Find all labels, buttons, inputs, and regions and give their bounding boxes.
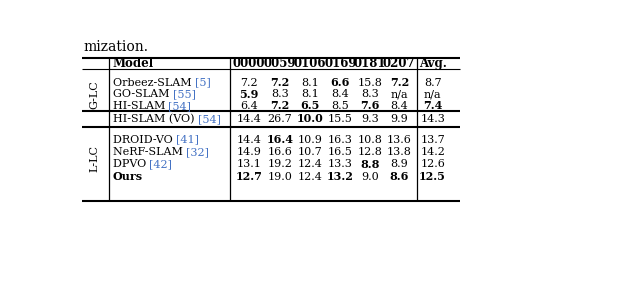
Text: GO-SLAM: GO-SLAM: [113, 89, 173, 99]
Text: 16.4: 16.4: [266, 134, 294, 145]
Text: 13.8: 13.8: [387, 147, 412, 157]
Text: 0106: 0106: [294, 57, 326, 70]
Text: 10.0: 10.0: [297, 113, 324, 124]
Text: 0059: 0059: [264, 57, 296, 70]
Text: 12.8: 12.8: [357, 147, 382, 157]
Text: 8.4: 8.4: [390, 101, 408, 111]
Text: 12.6: 12.6: [420, 159, 445, 169]
Text: 15.5: 15.5: [328, 114, 353, 124]
Text: 14.4: 14.4: [237, 135, 261, 145]
Text: 8.3: 8.3: [271, 89, 289, 99]
Text: 6.6: 6.6: [331, 77, 350, 88]
Text: 26.7: 26.7: [268, 114, 292, 124]
Text: 14.9: 14.9: [237, 147, 261, 157]
Text: Avg.: Avg.: [419, 57, 447, 70]
Text: 13.6: 13.6: [387, 135, 412, 145]
Text: Orbeez-SLAM: Orbeez-SLAM: [113, 78, 195, 88]
Text: [55]: [55]: [173, 89, 196, 99]
Text: 9.0: 9.0: [361, 172, 379, 182]
Text: 8.9: 8.9: [390, 159, 408, 169]
Text: 7.2: 7.2: [270, 100, 289, 111]
Text: HI-SLAM (VO): HI-SLAM (VO): [113, 114, 198, 124]
Text: 12.4: 12.4: [298, 172, 323, 182]
Text: 6.5: 6.5: [301, 100, 320, 111]
Text: NeRF-SLAM: NeRF-SLAM: [113, 147, 186, 157]
Text: 16.3: 16.3: [328, 135, 353, 145]
Text: [5]: [5]: [195, 78, 211, 88]
Text: [54]: [54]: [168, 101, 191, 111]
Text: 12.4: 12.4: [298, 159, 323, 169]
Text: [42]: [42]: [149, 159, 172, 169]
Text: 8.7: 8.7: [424, 78, 442, 88]
Text: [41]: [41]: [176, 135, 199, 145]
Text: 14.3: 14.3: [420, 114, 445, 124]
Text: 9.3: 9.3: [361, 114, 379, 124]
Text: 13.1: 13.1: [237, 159, 261, 169]
Text: DROID-VO: DROID-VO: [113, 135, 176, 145]
Text: n/a: n/a: [390, 89, 408, 99]
Text: 7.2: 7.2: [270, 77, 289, 88]
Text: 8.4: 8.4: [332, 89, 349, 99]
Text: 8.1: 8.1: [301, 78, 319, 88]
Text: 8.3: 8.3: [361, 89, 379, 99]
Text: 8.6: 8.6: [390, 171, 409, 182]
Text: 10.9: 10.9: [298, 135, 323, 145]
Text: DPVO: DPVO: [113, 159, 149, 169]
Text: G-LC: G-LC: [89, 80, 99, 109]
Text: HI-SLAM: HI-SLAM: [113, 101, 168, 111]
Text: 12.5: 12.5: [419, 171, 446, 182]
Text: 7.2: 7.2: [240, 78, 258, 88]
Text: 19.0: 19.0: [268, 172, 292, 182]
Text: 16.6: 16.6: [268, 147, 292, 157]
Text: 9.9: 9.9: [390, 114, 408, 124]
Text: 14.2: 14.2: [420, 147, 445, 157]
Text: mization.: mization.: [83, 40, 148, 54]
Text: 0000: 0000: [233, 57, 265, 70]
Text: L-LC: L-LC: [89, 145, 99, 172]
Text: 14.4: 14.4: [237, 114, 261, 124]
Text: 7.2: 7.2: [390, 77, 409, 88]
Text: Ours: Ours: [113, 171, 143, 182]
Text: 15.8: 15.8: [357, 78, 382, 88]
Text: 8.8: 8.8: [360, 159, 380, 170]
Text: 7.6: 7.6: [360, 100, 380, 111]
Text: Model: Model: [113, 57, 154, 70]
Text: 7.4: 7.4: [423, 100, 442, 111]
Text: [54]: [54]: [198, 114, 221, 124]
Text: 13.2: 13.2: [327, 171, 354, 182]
Text: 8.1: 8.1: [301, 89, 319, 99]
Text: 16.5: 16.5: [328, 147, 353, 157]
Text: 13.3: 13.3: [328, 159, 353, 169]
Text: n/a: n/a: [424, 89, 442, 99]
Text: 5.9: 5.9: [239, 89, 259, 100]
Text: 19.2: 19.2: [268, 159, 292, 169]
Text: 12.7: 12.7: [236, 171, 262, 182]
Text: 6.4: 6.4: [240, 101, 258, 111]
Text: 13.7: 13.7: [420, 135, 445, 145]
Text: 0181: 0181: [354, 57, 386, 70]
Text: 8.5: 8.5: [332, 101, 349, 111]
Text: 0169: 0169: [324, 57, 356, 70]
Text: 10.8: 10.8: [357, 135, 382, 145]
Text: [32]: [32]: [186, 147, 209, 157]
Text: 0207: 0207: [383, 57, 415, 70]
Text: 10.7: 10.7: [298, 147, 323, 157]
